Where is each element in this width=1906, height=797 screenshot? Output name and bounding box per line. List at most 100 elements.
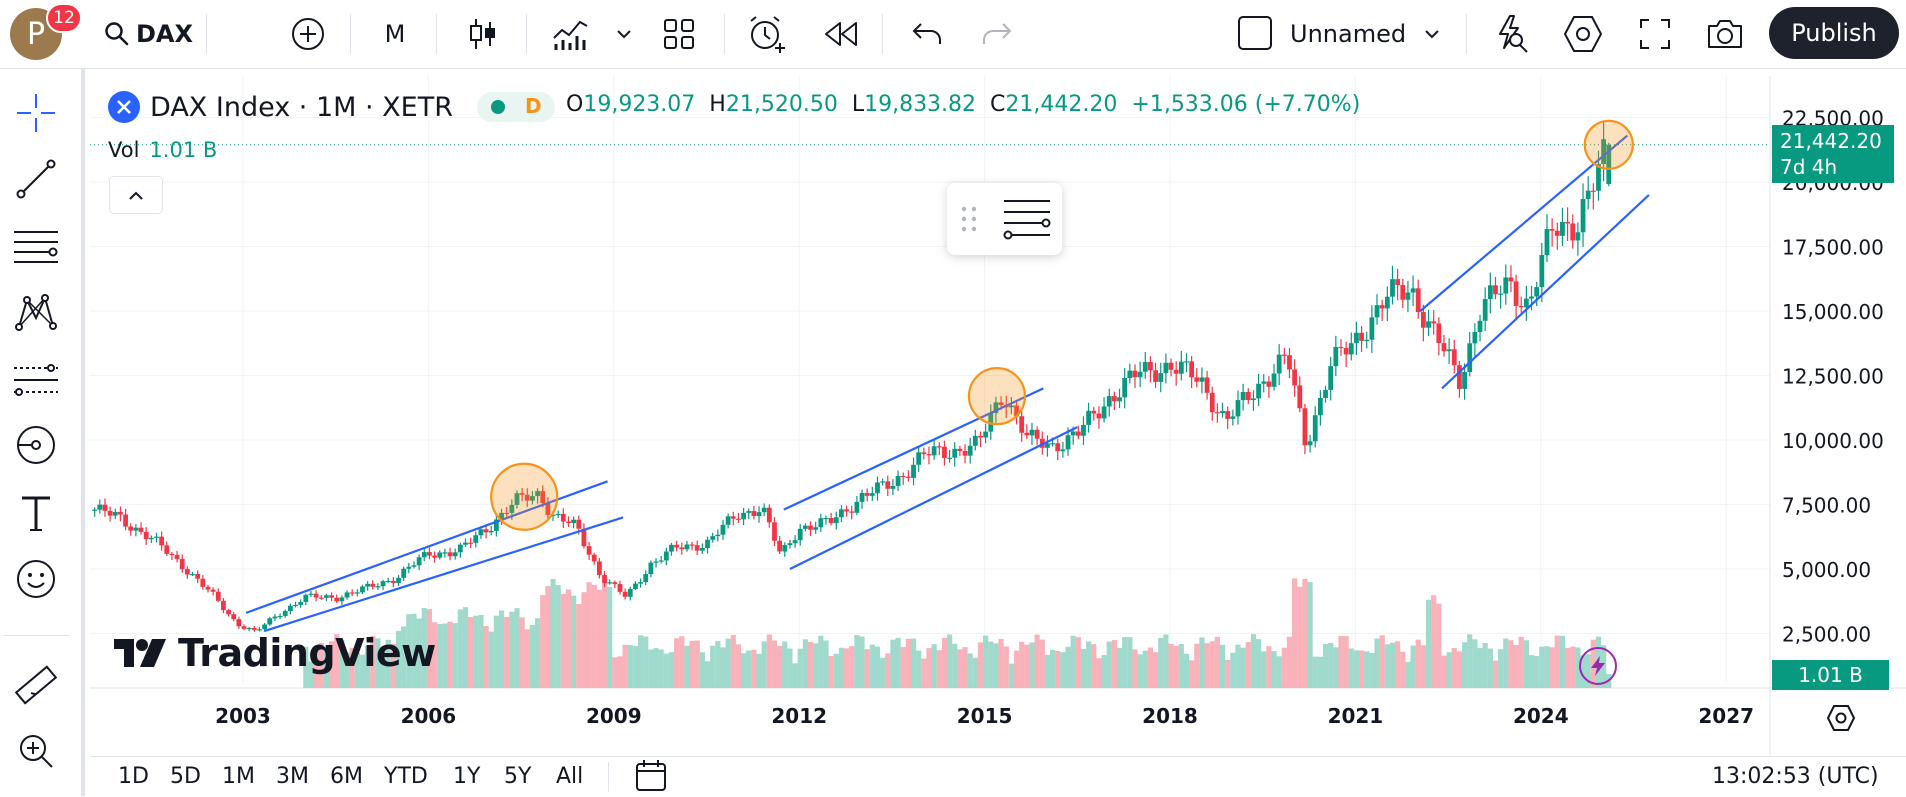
volume-bar (1498, 649, 1504, 688)
series-title[interactable]: DAX Index · 1M · XETR (150, 91, 453, 123)
volume-bar (1559, 635, 1566, 688)
volume-bar (818, 635, 824, 688)
interval-button[interactable]: M (384, 20, 406, 48)
utc-clock[interactable]: 13:02:53 (UTC) (1712, 764, 1879, 789)
channel-2003-upper[interactable] (245, 480, 608, 614)
volume-bar (735, 644, 742, 688)
candle-body (545, 503, 551, 516)
highlight-2025-peak[interactable] (1583, 119, 1634, 170)
volume-bar (1142, 650, 1148, 688)
candle-body (1529, 296, 1534, 299)
channel-2003-lower[interactable] (264, 516, 624, 632)
volume-bar (1564, 647, 1571, 688)
layout-icon[interactable] (1238, 16, 1272, 50)
drag-handle-icon[interactable] (959, 205, 979, 233)
range-button-5d[interactable]: 5D (170, 764, 201, 789)
volume-bar (1472, 639, 1478, 688)
compare-symbol-button[interactable] (286, 0, 330, 68)
range-button-1y[interactable]: 1Y (453, 764, 481, 789)
volume-bar (1225, 659, 1231, 688)
volume-bar (1333, 647, 1339, 688)
pattern-tool[interactable] (12, 289, 60, 337)
crosshair-tool[interactable] (12, 89, 60, 137)
fib-tool[interactable] (12, 223, 60, 271)
forecast-tool[interactable] (12, 357, 60, 405)
range-button-6m[interactable]: 6M (330, 764, 363, 789)
candle-body (1446, 349, 1452, 352)
indicators-dropdown[interactable] (612, 0, 636, 68)
axis-settings-icon[interactable] (1826, 704, 1856, 732)
measure-tool[interactable] (12, 661, 60, 709)
fib-levels-icon[interactable] (1002, 197, 1052, 241)
undo-button[interactable] (904, 0, 950, 68)
alert-button[interactable] (744, 0, 790, 68)
text-tool[interactable] (12, 489, 60, 537)
zoom-in-tool[interactable] (12, 727, 60, 775)
candle-body (911, 464, 916, 478)
candle-body (813, 527, 819, 530)
volume-bar (653, 648, 659, 688)
channel-2012-lower[interactable] (789, 426, 1078, 570)
candle-body (1482, 299, 1488, 321)
highlight-2007-peak[interactable] (490, 462, 559, 531)
volume-bar (689, 640, 695, 688)
chart-type-button[interactable] (462, 0, 504, 68)
volume-bar (1534, 655, 1540, 688)
templates-button[interactable] (658, 0, 700, 68)
candle-body (1379, 305, 1385, 309)
price-axis-label: 15,000.00 (1782, 300, 1884, 324)
price-chart[interactable]: 22,500.0020,000.0017,500.0015,000.0012,5… (90, 76, 1906, 776)
volume-bar (674, 638, 680, 688)
price-axis-label: 5,000.00 (1782, 558, 1871, 582)
crosshair-icon (17, 94, 55, 132)
layout-name-button[interactable]: Unnamed (1290, 0, 1440, 68)
trendline-tool[interactable] (12, 155, 60, 203)
auto-scale-button[interactable] (1579, 647, 1617, 685)
candle-body (535, 491, 540, 497)
alarm-clock-icon (750, 16, 785, 53)
range-button-5y[interactable]: 5Y (504, 764, 532, 789)
candle-body (1415, 288, 1421, 313)
indicators-button[interactable] (550, 0, 592, 68)
goto-date-icon[interactable] (634, 758, 670, 794)
market-status-badge[interactable]: D (476, 92, 555, 122)
candle-body (339, 597, 345, 602)
fullscreen-button[interactable] (1632, 0, 1678, 68)
replay-button[interactable] (818, 0, 864, 68)
floating-drawing-panel[interactable] (947, 183, 1062, 255)
candle-body (246, 627, 252, 630)
volume-bar (988, 641, 994, 688)
channel-2022-upper[interactable] (1419, 134, 1629, 312)
candle-body (1153, 370, 1158, 382)
symbol-search[interactable]: DAX (104, 0, 204, 68)
settings-button[interactable] (1560, 0, 1606, 68)
volume-bar (1163, 634, 1169, 688)
grid-icon (664, 19, 694, 49)
quick-search-button[interactable] (1488, 0, 1534, 68)
emoji-tool[interactable] (12, 555, 60, 603)
candle-body (267, 618, 273, 625)
range-button-1d[interactable]: 1D (118, 764, 149, 789)
time-axis-label: 2018 (1142, 704, 1198, 728)
range-button-ytd[interactable]: YTD (384, 764, 428, 789)
channel-2022-lower[interactable] (1441, 194, 1650, 390)
candle-body (617, 584, 623, 592)
volume-bar (1152, 652, 1159, 688)
tradingview-logo[interactable]: TradingView (112, 628, 436, 678)
candle-body (864, 493, 870, 496)
volume-bar (596, 589, 602, 688)
range-button-all[interactable]: All (556, 764, 584, 789)
candle-body (1019, 416, 1025, 433)
range-button-3m[interactable]: 3M (276, 764, 309, 789)
volume-bar (684, 645, 690, 688)
collapse-legend-button[interactable] (109, 176, 163, 214)
brush-tool[interactable] (12, 421, 60, 469)
redo-button[interactable] (974, 0, 1020, 68)
channel-2012-upper[interactable] (783, 387, 1044, 511)
highlight-2015-peak[interactable] (967, 367, 1027, 426)
snapshot-button[interactable] (1702, 0, 1748, 68)
range-button-1m[interactable]: 1M (222, 764, 255, 789)
publish-button[interactable]: Publish (1769, 7, 1899, 59)
volume-bar (771, 640, 778, 688)
candle-body (679, 547, 685, 550)
